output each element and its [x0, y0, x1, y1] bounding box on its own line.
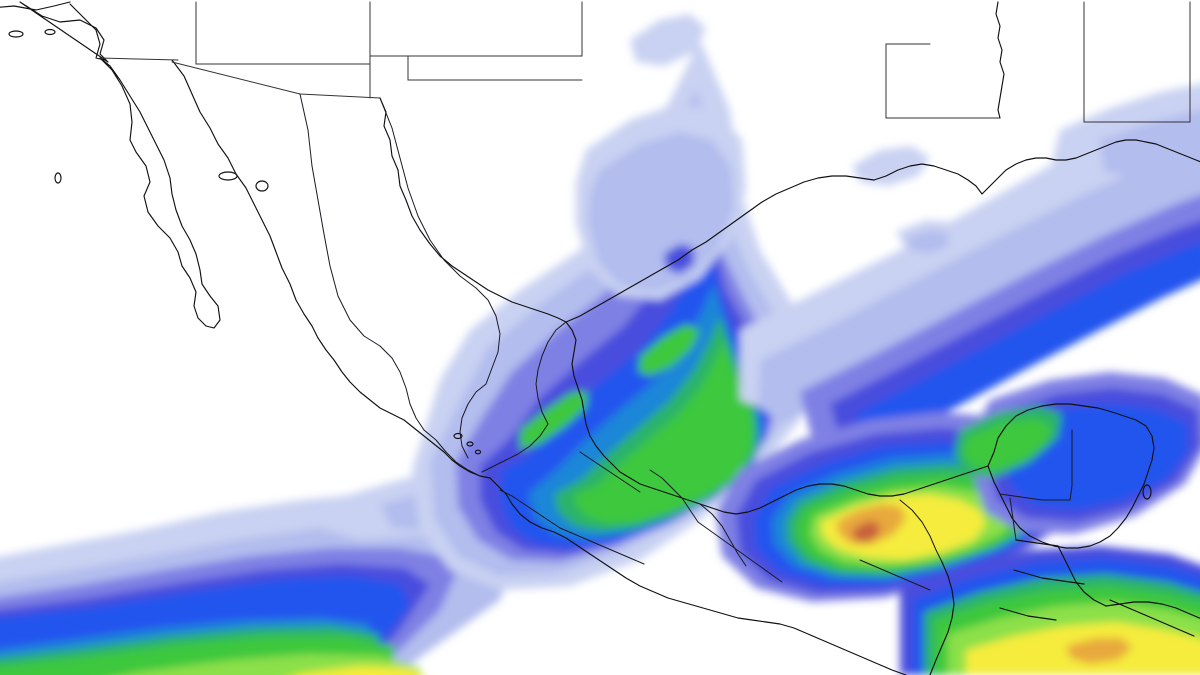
coastline-florida-panhandle — [1156, 144, 1200, 168]
coastline-louisiana-delta — [874, 140, 1156, 194]
border-mississippi-river — [996, 2, 1004, 118]
border-mexican-state-nuevoleon — [476, 288, 500, 384]
coastline-honduras-caribbean — [1106, 602, 1200, 626]
island-guadalupe — [55, 173, 61, 183]
border-mexican-state-jalisco — [424, 430, 480, 476]
coastline-yucatan-peninsula — [988, 404, 1154, 548]
island-channel-2 — [45, 30, 55, 35]
coastline-sinaloa-nayarit — [318, 338, 490, 478]
border-mexican-state-zacatecas — [460, 384, 486, 458]
precip-region-light — [758, 145, 1200, 424]
border-mexican-state-chiapas — [860, 560, 930, 590]
border-yucatan-internal — [1010, 498, 1016, 540]
border-mexican-state-chihuahua — [300, 94, 380, 346]
precip-band-gulf-front — [740, 84, 1200, 450]
island-gulf-california-2 — [256, 181, 268, 191]
coastline-belize-caribbean — [1058, 546, 1106, 606]
precip-band-pacific-itcz — [0, 492, 560, 675]
border-mexican-state-tabasco — [900, 500, 942, 562]
island-cozumel — [1143, 485, 1151, 499]
coastline-veracruz-tabasco — [712, 466, 988, 514]
precip-region-light — [588, 132, 734, 292]
border-mexico-guatemala — [930, 562, 954, 675]
precip-region-maximum — [852, 522, 880, 542]
precip-region-lightest — [852, 146, 930, 186]
coastline-mexico-pacific-south — [490, 478, 766, 622]
border-mexican-state-yucatan-quintanaroo — [1070, 430, 1072, 500]
precip-region-intense — [962, 418, 1052, 472]
precip-region-moderate-heavy — [856, 243, 1200, 450]
border-mexican-state-guerrero — [560, 528, 644, 564]
island-channel-1 — [9, 31, 23, 37]
coastline-baja-california — [100, 58, 220, 328]
border-mexican-state-coahuila — [380, 98, 476, 288]
precip-band-gulf-patches — [630, 14, 958, 254]
island-gulf-california-1 — [219, 172, 237, 180]
precip-band-northeast-mexico — [576, 104, 746, 300]
coastline-texas-gulf — [566, 176, 874, 322]
border-guatemala-honduras — [1014, 570, 1084, 584]
border-mexican-state-oaxaca — [698, 522, 782, 582]
coastline-california — [20, 2, 108, 62]
precip-region-extreme — [297, 666, 420, 675]
border-mexican-state-campeche — [1000, 494, 1070, 500]
precip-band-yucatan — [954, 372, 1200, 534]
border-mexican-state-veracruz — [700, 504, 746, 566]
island-marias-1 — [454, 434, 462, 439]
border-mexican-state-puebla — [650, 470, 698, 522]
coastline-us-pacific — [0, 2, 70, 10]
precip-band-central-america — [900, 546, 1200, 675]
border-mexican-state-mexico — [580, 452, 640, 492]
precip-region-intense — [520, 392, 588, 450]
precip-region-lightest — [630, 14, 706, 66]
border-honduras-nicaragua — [1110, 600, 1194, 636]
border-mexican-state-tamaulipas — [536, 322, 566, 424]
coastline-gulf-of-california — [172, 60, 318, 338]
border-mexican-state-michoacan — [500, 490, 560, 528]
border-mexican-state-guanajuato — [482, 424, 548, 472]
precip-region-light — [906, 230, 948, 254]
precip-region-extreme-plus — [1066, 638, 1132, 664]
border-rio-grande — [380, 98, 566, 322]
island-marias-3 — [476, 450, 481, 454]
coastline-mexico-gulf — [566, 322, 712, 508]
border-us-mexico-west — [100, 58, 178, 60]
border-mexican-state-durango — [380, 346, 424, 430]
island-marias-2 — [467, 442, 473, 446]
coastline-socal — [70, 4, 104, 60]
coastline-tehuantepec-chiapas — [766, 622, 906, 675]
precip-region-intense — [638, 324, 700, 376]
border-guatemala-belize — [1016, 540, 1058, 546]
border-honduras-elsalvador — [1000, 608, 1056, 620]
